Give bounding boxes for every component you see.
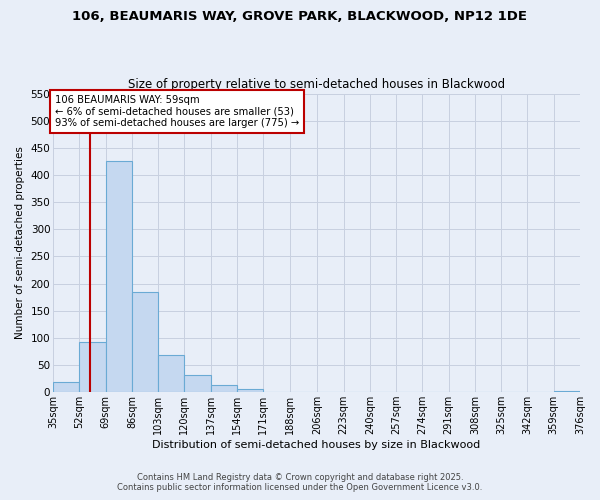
Bar xyxy=(211,385,237,392)
Title: Size of property relative to semi-detached houses in Blackwood: Size of property relative to semi-detach… xyxy=(128,78,505,91)
Bar xyxy=(158,355,184,392)
Y-axis label: Number of semi-detached properties: Number of semi-detached properties xyxy=(15,146,25,340)
Bar xyxy=(79,342,106,392)
Text: 106, BEAUMARIS WAY, GROVE PARK, BLACKWOOD, NP12 1DE: 106, BEAUMARIS WAY, GROVE PARK, BLACKWOO… xyxy=(73,10,527,23)
Text: 106 BEAUMARIS WAY: 59sqm
← 6% of semi-detached houses are smaller (53)
93% of se: 106 BEAUMARIS WAY: 59sqm ← 6% of semi-de… xyxy=(55,94,299,128)
Bar xyxy=(106,162,132,392)
Bar xyxy=(554,391,580,392)
Bar xyxy=(53,382,79,392)
Bar xyxy=(184,375,211,392)
Bar xyxy=(237,390,263,392)
Bar xyxy=(132,292,158,392)
X-axis label: Distribution of semi-detached houses by size in Blackwood: Distribution of semi-detached houses by … xyxy=(152,440,481,450)
Text: Contains HM Land Registry data © Crown copyright and database right 2025.
Contai: Contains HM Land Registry data © Crown c… xyxy=(118,473,482,492)
